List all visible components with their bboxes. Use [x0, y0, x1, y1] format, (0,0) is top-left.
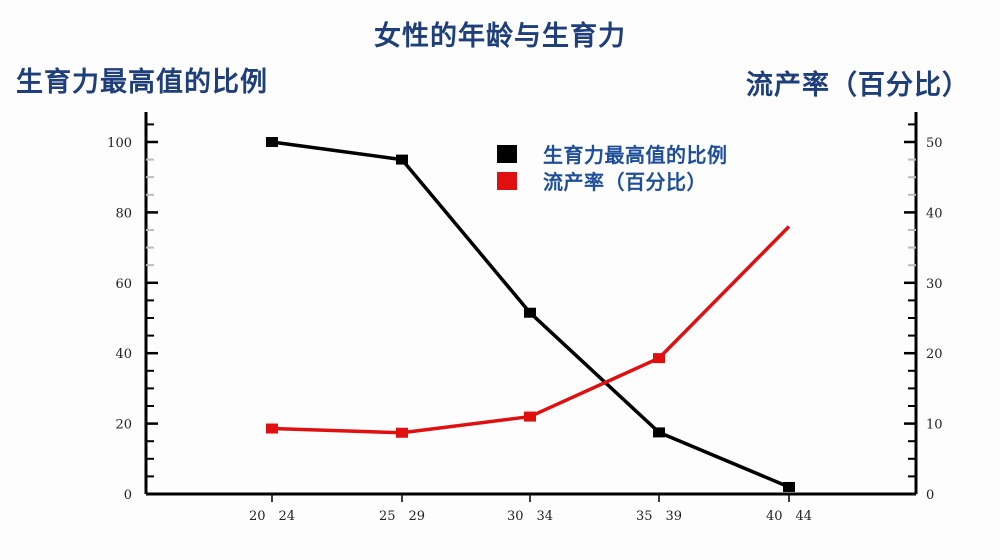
y-left-tick-label: 20	[115, 418, 132, 433]
x-tick-label: 20 24	[249, 509, 295, 524]
legend-item-miscarriage: 流产率（百分比）	[497, 167, 728, 194]
y-right-tick-label: 0	[926, 488, 934, 503]
y-left-tick-label: 0	[124, 488, 132, 503]
y-right-tick-label: 10	[926, 418, 943, 433]
y-right-tick-label: 20	[926, 347, 943, 362]
y-right-tick-label: 30	[926, 277, 943, 292]
y-left-tick-label: 100	[107, 136, 132, 151]
legend-swatch-black	[497, 144, 517, 163]
x-tick-label: 40 44	[766, 509, 812, 524]
x-tick-label: 25 29	[379, 509, 425, 524]
y-axis-left-title: 生育力最高值的比例	[16, 67, 268, 98]
series-line	[271, 225, 791, 435]
y-right-tick-label: 40	[926, 206, 943, 221]
data-point-marker	[266, 423, 278, 434]
data-point-marker	[266, 137, 278, 147]
data-point-marker	[653, 353, 665, 364]
y-axis-right-title: 流产率（百分比）	[746, 70, 970, 101]
data-point-marker	[396, 154, 408, 165]
y-left-tick-label: 40	[115, 347, 132, 362]
x-tick-label: 30 34	[507, 509, 553, 524]
series-lines	[266, 137, 795, 492]
data-point-marker	[783, 481, 795, 492]
axes	[144, 112, 918, 502]
legend: 生育力最高值的比例 流产率（百分比）	[497, 140, 728, 194]
y-left-tick-label: 80	[115, 206, 132, 221]
legend-label: 流产率（百分比）	[543, 170, 707, 194]
tick-labels: 0 20 40 60 80 100 0 10 20 30 40 50 20 24 25 29 30 34 35…	[107, 136, 942, 524]
legend-item-fertility: 生育力最高值的比例	[497, 140, 728, 167]
data-point-marker	[396, 427, 408, 438]
data-point-marker	[524, 411, 536, 422]
legend-swatch-red	[497, 171, 517, 190]
y-left-tick-label: 60	[115, 277, 132, 292]
x-tick-label: 35 39	[636, 509, 682, 524]
data-point-marker	[524, 307, 536, 318]
data-point-marker	[653, 427, 665, 438]
legend-label: 生育力最高值的比例	[543, 143, 728, 167]
y-right-tick-label: 50	[926, 136, 943, 151]
chart-title: 女性的年龄与生育力	[374, 21, 626, 52]
